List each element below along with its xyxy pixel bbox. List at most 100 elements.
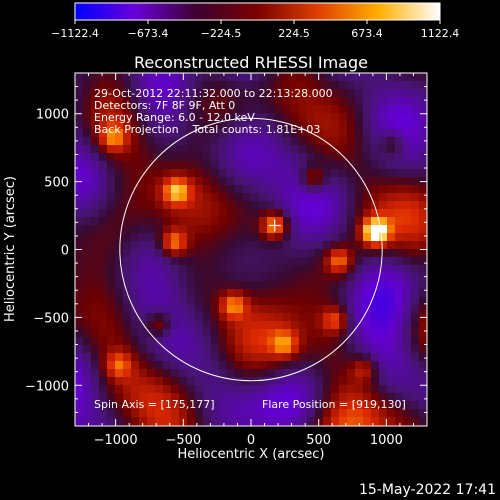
heatmap-cell (235, 417, 244, 426)
heatmap-cell (83, 121, 92, 130)
heatmap-cell (131, 89, 140, 98)
heatmap-cell (203, 257, 212, 266)
heatmap-cell (91, 305, 100, 314)
heatmap-cell (195, 81, 204, 90)
heatmap-cell (267, 377, 276, 386)
heatmap-cell (395, 81, 404, 90)
heatmap-cell (251, 289, 260, 298)
heatmap-cell (275, 401, 284, 410)
heatmap-cell (139, 97, 148, 106)
heatmap-cell (323, 329, 332, 338)
heatmap-cell (235, 233, 244, 242)
heatmap-cell (203, 297, 212, 306)
heatmap-cell (107, 185, 116, 194)
heatmap-cell (107, 361, 116, 370)
heatmap-cell (379, 121, 388, 130)
heatmap-cell (107, 137, 116, 146)
heatmap-cell (243, 369, 252, 378)
heatmap-cell (323, 113, 332, 122)
heatmap-cell (307, 193, 316, 202)
heatmap-cell (235, 409, 244, 418)
x-axis-label: Heliocentric X (arcsec) (178, 447, 325, 462)
heatmap-cell (211, 249, 220, 258)
heatmap-cell (259, 81, 268, 90)
heatmap-cell (371, 393, 380, 402)
heatmap-cell (315, 265, 324, 274)
heatmap-cell (411, 97, 420, 106)
heatmap-cell (163, 385, 172, 394)
heatmap-cell (211, 329, 220, 338)
heatmap-cell (283, 225, 292, 234)
heatmap-cell (339, 401, 348, 410)
heatmap-cell (179, 177, 188, 186)
heatmap-cell (275, 113, 284, 122)
heatmap-cell (419, 401, 427, 410)
heatmap-cell (251, 345, 260, 354)
heatmap-cell (379, 289, 388, 298)
heatmap-cell (291, 417, 300, 426)
heatmap-cell (163, 121, 172, 130)
heatmap-cell (315, 345, 324, 354)
heatmap-cell (211, 337, 220, 346)
heatmap-cell (419, 281, 427, 290)
heatmap-cell (195, 401, 204, 410)
heatmap-cell (123, 177, 132, 186)
heatmap-cell (379, 177, 388, 186)
heatmap-cell (355, 305, 364, 314)
heatmap-cell (315, 321, 324, 330)
heatmap-cell (395, 89, 404, 98)
heatmap-cell (371, 161, 380, 170)
heatmap-cell (115, 257, 124, 266)
heatmap-cell (403, 113, 412, 122)
heatmap-cell (403, 297, 412, 306)
heatmap-cell (211, 73, 220, 82)
heatmap-cell (363, 353, 372, 362)
heatmap-cell (315, 161, 324, 170)
heatmap-cell (371, 265, 380, 274)
heatmap-cell (347, 145, 356, 154)
heatmap-cell (267, 369, 276, 378)
heatmap-cell (155, 137, 164, 146)
heatmap-cell (411, 113, 420, 122)
heatmap-cell (283, 169, 292, 178)
heatmap-cell (395, 129, 404, 138)
heatmap-cell (323, 81, 332, 90)
heatmap-cell (139, 185, 148, 194)
heatmap-cell (419, 337, 427, 346)
heatmap-cell (331, 361, 340, 370)
heatmap-cell (395, 345, 404, 354)
heatmap-cell (315, 369, 324, 378)
heatmap-cell (83, 201, 92, 210)
heatmap-cell (315, 241, 324, 250)
heatmap-cell (131, 97, 140, 106)
heatmap-cell (91, 297, 100, 306)
heatmap-cell (315, 81, 324, 90)
heatmap-cell (123, 337, 132, 346)
heatmap-cell (219, 81, 228, 90)
heatmap-cell (267, 417, 276, 426)
heatmap-cell (91, 145, 100, 154)
heatmap-cell (219, 313, 228, 322)
y-tick-label: −1000 (25, 379, 69, 394)
heatmap-cell (75, 121, 84, 130)
heatmap-cell (283, 193, 292, 202)
heatmap-cell (283, 313, 292, 322)
heatmap-cell (75, 369, 84, 378)
heatmap-cell (195, 137, 204, 146)
heatmap-cell (131, 385, 140, 394)
heatmap-cell (227, 153, 236, 162)
heatmap-cell (107, 257, 116, 266)
heatmap-cell (243, 329, 252, 338)
heatmap-cell (75, 169, 84, 178)
heatmap-cell (235, 73, 244, 82)
heatmap-cell (203, 273, 212, 282)
heatmap-cell (115, 89, 124, 98)
heatmap-cell (139, 121, 148, 130)
heatmap-cell (355, 409, 364, 418)
heatmap-cell (339, 369, 348, 378)
heatmap-cell (315, 401, 324, 410)
heatmap-cell (315, 297, 324, 306)
heatmap-cell (243, 281, 252, 290)
heatmap-cell (91, 121, 100, 130)
heatmap-cell (347, 337, 356, 346)
